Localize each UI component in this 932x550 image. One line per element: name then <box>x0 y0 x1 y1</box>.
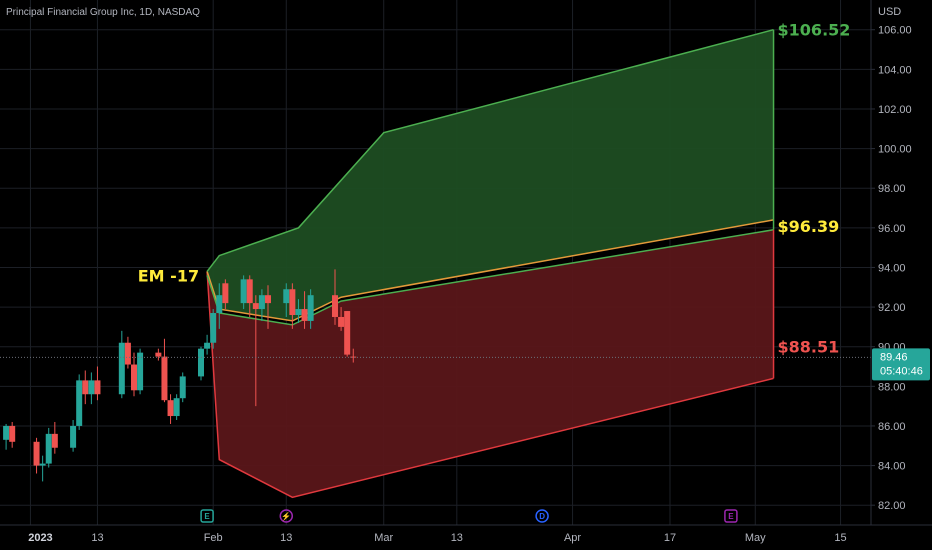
split-icon[interactable] <box>279 509 294 523</box>
y-tick-label: 84.00 <box>878 461 906 473</box>
annotation-label: $106.52 <box>778 21 851 40</box>
y-tick-label: 88.00 <box>878 381 906 393</box>
candle-body[interactable] <box>295 309 302 315</box>
event-markers[interactable]: E ⚡ D E <box>200 509 738 523</box>
candle-body[interactable] <box>216 295 223 314</box>
annotation-label: $96.39 <box>778 217 840 236</box>
candle-body[interactable] <box>3 425 10 440</box>
candle-body[interactable] <box>332 295 338 317</box>
time-axis-background <box>0 525 932 550</box>
candle-body[interactable] <box>173 398 180 417</box>
current-price-value: 89.46 <box>880 351 908 363</box>
x-tick-label: 2023 <box>28 532 52 544</box>
y-tick-label: 102.00 <box>878 104 912 116</box>
candle-body[interactable] <box>350 356 357 358</box>
earnings-icon[interactable] <box>200 509 214 523</box>
candle-body[interactable] <box>118 342 125 395</box>
currency-label: USD <box>878 6 901 18</box>
y-tick-label: 100.00 <box>878 144 912 156</box>
candle-body[interactable] <box>39 463 46 466</box>
candle-body[interactable] <box>94 380 101 395</box>
candle-body[interactable] <box>283 289 290 304</box>
candle-body[interactable] <box>265 295 271 304</box>
event-marker-label: E <box>728 512 734 521</box>
candle-body[interactable] <box>246 279 253 304</box>
candle-body[interactable] <box>76 380 83 426</box>
price-tag-background <box>872 348 930 381</box>
candle-body[interactable] <box>124 342 131 365</box>
candle-body[interactable] <box>252 303 259 310</box>
annotations: EM -17 $106.52 $96.39 $88.51 <box>138 21 851 357</box>
candle-body[interactable] <box>301 309 308 321</box>
dividend-icon[interactable] <box>535 509 549 523</box>
y-tick-label: 94.00 <box>878 262 906 274</box>
candle-body[interactable] <box>131 364 137 391</box>
current-price-tag[interactable]: 89.46 05:40:46 <box>872 348 930 381</box>
x-tick-label: 15 <box>834 532 846 544</box>
candle-body[interactable] <box>9 425 16 442</box>
candle-body[interactable] <box>45 433 52 464</box>
candle-body[interactable] <box>155 352 162 357</box>
candle-body[interactable] <box>198 348 204 377</box>
price-axis[interactable]: 82.0084.0086.0088.0090.0092.0094.0096.00… <box>871 25 912 512</box>
x-tick-label: Feb <box>204 532 223 544</box>
y-tick-label: 96.00 <box>878 223 906 235</box>
event-marker-label: ⚡ <box>281 511 291 521</box>
event-marker-label: E <box>204 512 210 521</box>
lower-bound-line <box>206 271 774 499</box>
candle-body[interactable] <box>179 376 186 399</box>
chart-title: Principal Financial Group Inc, 1D, NASDA… <box>6 7 200 18</box>
y-tick-label: 98.00 <box>878 183 906 195</box>
candle-body[interactable] <box>222 283 229 304</box>
x-tick-label: Mar <box>374 532 393 544</box>
x-tick-label: May <box>745 532 766 544</box>
candle-body[interactable] <box>167 400 174 417</box>
bar-countdown: 05:40:46 <box>880 365 923 377</box>
x-tick-label: 13 <box>451 532 463 544</box>
candle-body[interactable] <box>344 311 351 355</box>
candle-body[interactable] <box>51 433 58 448</box>
lower-range-area <box>207 229 774 498</box>
y-tick-label: 86.00 <box>878 421 906 433</box>
candle-body[interactable] <box>88 380 95 395</box>
candle-body[interactable] <box>289 289 296 315</box>
x-tick-label: 13 <box>280 532 292 544</box>
candle-body[interactable] <box>210 313 217 343</box>
earnings-icon[interactable] <box>724 509 738 523</box>
x-tick-label: 13 <box>91 532 103 544</box>
candlesticks[interactable] <box>3 269 357 482</box>
price-axis-background <box>871 0 932 550</box>
candle-body[interactable] <box>70 425 77 448</box>
event-marker-label: D <box>539 512 545 521</box>
candle-body[interactable] <box>82 380 89 395</box>
candle-body[interactable] <box>137 352 144 391</box>
time-axis[interactable]: 2023 13 Feb 13 Mar 13 Apr 17 May 15 <box>28 532 846 544</box>
annotation-label: $88.51 <box>778 338 840 357</box>
annotation-label: EM -17 <box>138 266 199 285</box>
x-tick-label: 17 <box>664 532 676 544</box>
candle-body[interactable] <box>204 342 211 349</box>
upper-bound-line <box>206 28 774 272</box>
y-tick-label: 104.00 <box>878 64 912 76</box>
candle-body[interactable] <box>33 441 40 466</box>
y-tick-label: 92.00 <box>878 302 906 314</box>
candle-body[interactable] <box>161 356 168 401</box>
candle-body[interactable] <box>258 295 265 310</box>
upper-range-area <box>207 29 774 321</box>
x-tick-label: Apr <box>564 532 581 544</box>
y-tick-label: 106.00 <box>878 25 912 37</box>
candle-body[interactable] <box>240 279 247 304</box>
candle-body[interactable] <box>338 316 345 327</box>
candle-body[interactable] <box>307 295 314 321</box>
y-tick-label: 82.00 <box>878 500 906 512</box>
